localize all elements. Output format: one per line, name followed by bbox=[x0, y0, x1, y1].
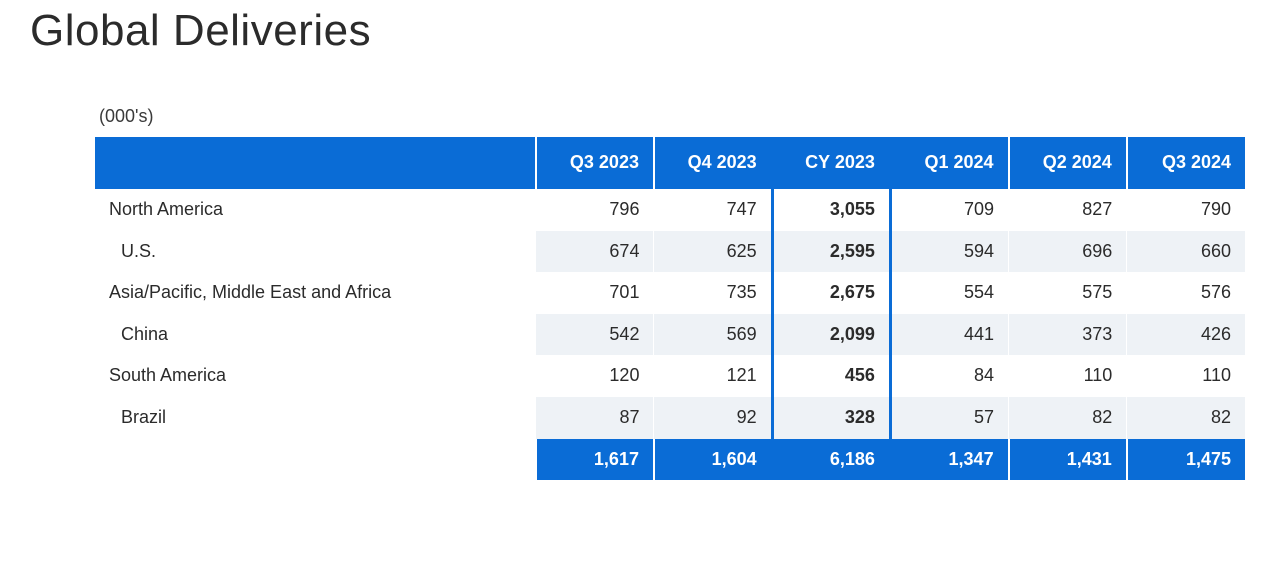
col-header-emph: CY 2023 bbox=[772, 137, 890, 189]
row-label: South America bbox=[95, 355, 536, 397]
cell: 120 bbox=[536, 355, 654, 397]
units-label: (000's) bbox=[99, 106, 1245, 127]
total-cell: 1,347 bbox=[890, 439, 1008, 481]
cell: 110 bbox=[1009, 355, 1127, 397]
cell: 575 bbox=[1009, 272, 1127, 314]
cell: 554 bbox=[890, 272, 1008, 314]
cell: 569 bbox=[654, 314, 772, 356]
cell: 426 bbox=[1127, 314, 1245, 356]
cell: 373 bbox=[1009, 314, 1127, 356]
cell: 57 bbox=[890, 397, 1008, 439]
total-label: Global Deliveries – in GM Markets bbox=[95, 439, 536, 481]
cell: 84 bbox=[890, 355, 1008, 397]
cell: 3,055 bbox=[772, 189, 890, 231]
cell: 625 bbox=[654, 231, 772, 273]
cell: 110 bbox=[1127, 355, 1245, 397]
table-total-row: Global Deliveries – in GM Markets1,6171,… bbox=[95, 439, 1245, 481]
cell: 790 bbox=[1127, 189, 1245, 231]
cell: 696 bbox=[1009, 231, 1127, 273]
table-header-row: Q3 2023 Q4 2023 CY 2023 Q1 2024 Q2 2024 … bbox=[95, 137, 1245, 189]
cell: 594 bbox=[890, 231, 1008, 273]
cell: 701 bbox=[536, 272, 654, 314]
cell: 735 bbox=[654, 272, 772, 314]
cell: 576 bbox=[1127, 272, 1245, 314]
cell: 456 bbox=[772, 355, 890, 397]
cell: 709 bbox=[890, 189, 1008, 231]
cell: 674 bbox=[536, 231, 654, 273]
cell: 542 bbox=[536, 314, 654, 356]
table-header-blank bbox=[95, 137, 536, 189]
cell: 441 bbox=[890, 314, 1008, 356]
col-header: Q2 2024 bbox=[1009, 137, 1127, 189]
cell: 2,099 bbox=[772, 314, 890, 356]
cell: 796 bbox=[536, 189, 654, 231]
col-header: Q3 2023 bbox=[536, 137, 654, 189]
col-header: Q3 2024 bbox=[1127, 137, 1245, 189]
total-cell: 1,604 bbox=[654, 439, 772, 481]
cell: 92 bbox=[654, 397, 772, 439]
page-title: Global Deliveries bbox=[30, 6, 1250, 56]
table-row: Asia/Pacific, Middle East and Africa7017… bbox=[95, 272, 1245, 314]
cell: 747 bbox=[654, 189, 772, 231]
cell: 82 bbox=[1009, 397, 1127, 439]
table-row: China5425692,099441373426 bbox=[95, 314, 1245, 356]
row-label: U.S. bbox=[95, 231, 536, 273]
deliveries-table: Q3 2023 Q4 2023 CY 2023 Q1 2024 Q2 2024 … bbox=[95, 137, 1245, 480]
cell: 2,675 bbox=[772, 272, 890, 314]
total-cell: 1,617 bbox=[536, 439, 654, 481]
row-label: Brazil bbox=[95, 397, 536, 439]
col-header: Q4 2023 bbox=[654, 137, 772, 189]
cell: 660 bbox=[1127, 231, 1245, 273]
row-label: Asia/Pacific, Middle East and Africa bbox=[95, 272, 536, 314]
cell: 87 bbox=[536, 397, 654, 439]
table-row: U.S.6746252,595594696660 bbox=[95, 231, 1245, 273]
table-row: North America7967473,055709827790 bbox=[95, 189, 1245, 231]
total-cell: 6,186 bbox=[772, 439, 890, 481]
cell: 827 bbox=[1009, 189, 1127, 231]
table-row: Brazil8792328578282 bbox=[95, 397, 1245, 439]
table-row: South America12012145684110110 bbox=[95, 355, 1245, 397]
row-label: China bbox=[95, 314, 536, 356]
total-cell: 1,431 bbox=[1009, 439, 1127, 481]
total-cell: 1,475 bbox=[1127, 439, 1245, 481]
col-header: Q1 2024 bbox=[890, 137, 1008, 189]
cell: 121 bbox=[654, 355, 772, 397]
row-label: North America bbox=[95, 189, 536, 231]
cell: 82 bbox=[1127, 397, 1245, 439]
cell: 328 bbox=[772, 397, 890, 439]
cell: 2,595 bbox=[772, 231, 890, 273]
